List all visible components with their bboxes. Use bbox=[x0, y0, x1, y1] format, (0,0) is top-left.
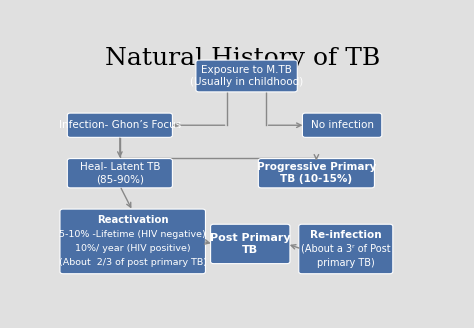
Text: Post Primary
TB: Post Primary TB bbox=[210, 233, 291, 255]
Text: 10%/ year (HIV positive): 10%/ year (HIV positive) bbox=[75, 244, 191, 253]
FancyBboxPatch shape bbox=[210, 224, 290, 264]
Text: Re-infection: Re-infection bbox=[310, 230, 382, 240]
Text: primary TB): primary TB) bbox=[317, 258, 374, 268]
Text: Infection- Ghon’s Focus: Infection- Ghon’s Focus bbox=[59, 120, 181, 130]
Text: (About  2/3 of post primary TB): (About 2/3 of post primary TB) bbox=[59, 258, 207, 267]
Text: (About a 3ʳ of Post: (About a 3ʳ of Post bbox=[301, 244, 391, 254]
Text: Exposure to M.TB
(Usually in childhood): Exposure to M.TB (Usually in childhood) bbox=[190, 65, 303, 87]
FancyBboxPatch shape bbox=[302, 113, 382, 137]
FancyBboxPatch shape bbox=[196, 60, 297, 92]
Text: Natural History of TB: Natural History of TB bbox=[105, 47, 381, 70]
Text: Reactivation: Reactivation bbox=[97, 215, 169, 225]
Text: Progressive Primary
TB (10-15%): Progressive Primary TB (10-15%) bbox=[257, 162, 376, 184]
Text: Heal- Latent TB
(85-90%): Heal- Latent TB (85-90%) bbox=[80, 162, 160, 184]
Text: No infection: No infection bbox=[310, 120, 374, 130]
FancyBboxPatch shape bbox=[258, 158, 374, 188]
FancyBboxPatch shape bbox=[60, 209, 205, 274]
Text: 5-10% -Lifetime (HIV negative): 5-10% -Lifetime (HIV negative) bbox=[59, 230, 206, 239]
FancyBboxPatch shape bbox=[299, 224, 393, 274]
FancyBboxPatch shape bbox=[67, 113, 173, 137]
FancyBboxPatch shape bbox=[67, 158, 173, 188]
